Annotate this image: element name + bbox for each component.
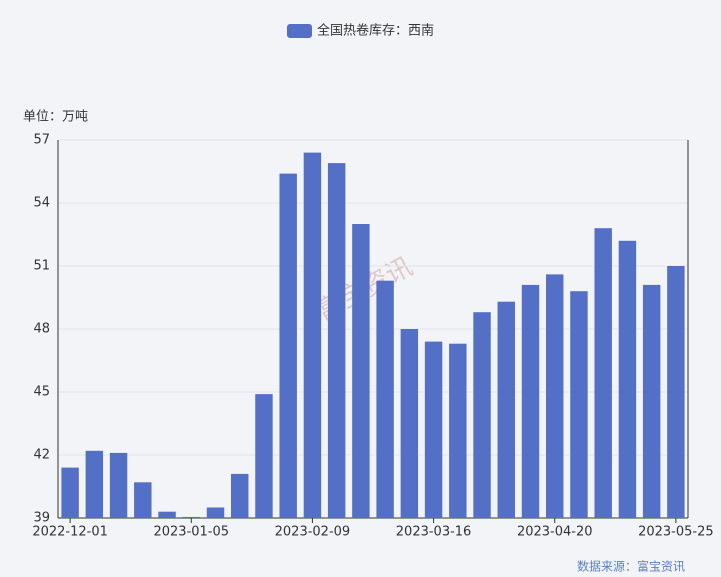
bar [279, 173, 297, 518]
bar [570, 291, 588, 518]
bar [546, 274, 564, 518]
bar [134, 482, 152, 518]
bar [303, 152, 322, 518]
bar [376, 280, 394, 518]
bar [231, 473, 249, 518]
bar [206, 507, 225, 518]
bar [521, 284, 540, 518]
x-tick-label: 2023-01-05 [153, 525, 229, 540]
bar [642, 284, 661, 518]
bar [449, 343, 467, 518]
y-tick-label: 48 [33, 322, 50, 337]
bar [109, 452, 128, 518]
bar [255, 394, 273, 518]
x-tick-label: 2023-05-25 [638, 525, 714, 540]
bar [618, 240, 637, 519]
bar [424, 341, 443, 518]
bar [400, 329, 419, 518]
bar [85, 450, 104, 518]
bar [352, 224, 370, 518]
y-tick-label: 57 [33, 133, 50, 148]
x-tick-label: 2022-12-01 [32, 525, 108, 540]
x-tick-label: 2023-04-20 [517, 525, 593, 540]
y-tick-label: 42 [33, 448, 50, 463]
y-tick-label: 45 [33, 385, 50, 400]
bar [497, 301, 515, 518]
bar [182, 516, 200, 518]
bar [473, 312, 491, 518]
y-tick-label: 51 [33, 259, 50, 274]
x-tick-label: 2023-03-16 [396, 525, 472, 540]
bar [158, 511, 176, 518]
y-tick-label: 39 [33, 511, 50, 526]
bar [667, 266, 685, 518]
legend-label[interactable]: 全国热卷库存：西南 [317, 23, 434, 39]
legend-swatch[interactable] [287, 24, 312, 38]
bar [594, 228, 612, 518]
bar [327, 163, 346, 518]
y-tick-label: 54 [33, 196, 50, 211]
x-tick-label: 2023-02-09 [275, 525, 351, 540]
unit-label: 单位：万吨 [23, 110, 88, 125]
source: 数据来源：富宝资讯 [577, 559, 685, 574]
bar [61, 467, 79, 518]
